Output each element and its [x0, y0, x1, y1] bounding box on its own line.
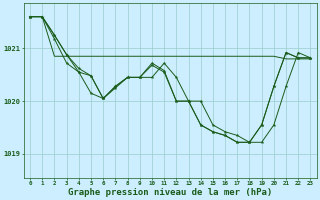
- X-axis label: Graphe pression niveau de la mer (hPa): Graphe pression niveau de la mer (hPa): [68, 188, 272, 197]
